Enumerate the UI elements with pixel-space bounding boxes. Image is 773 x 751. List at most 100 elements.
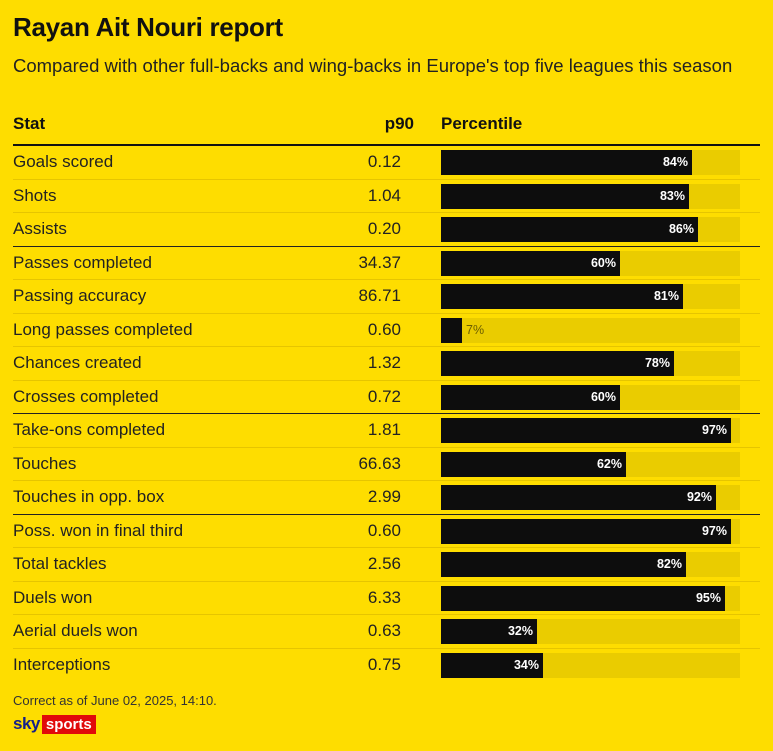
table-body: Goals scored 0.12 84% Shots 1.04 83% Assists 0.… [13, 146, 760, 681]
p90-value: 1.81 [367, 420, 401, 439]
stat-label: Assists [13, 219, 67, 238]
percentile-bar [441, 317, 462, 343]
percentile-track: 34% [441, 652, 740, 678]
percentile-label: 32% [507, 624, 533, 638]
stat-label: Crosses completed [13, 386, 159, 406]
footnote: Correct as of June 02, 2025, 14:10. [13, 693, 217, 708]
table-row: Touches 66.63 62% [13, 448, 760, 481]
p90-value: 66.63 [358, 453, 401, 473]
table-row: Passes completed 34.37 60% [13, 247, 760, 280]
table-header: Stat p90 Percentile [13, 111, 760, 146]
percentile-label: 82% [656, 557, 682, 571]
table-row: Interceptions 0.75 34% [13, 649, 760, 682]
percentile-track: 62% [441, 451, 740, 477]
p90-value: 0.60 [367, 319, 401, 339]
p90-value: 0.60 [367, 520, 401, 540]
percentile-bar [441, 217, 698, 242]
percentile-bar [441, 619, 537, 644]
percentile-label: 81% [653, 289, 679, 303]
sky-sports-logo: sky sports [13, 714, 96, 734]
stat-label: Goals scored [13, 152, 114, 171]
header-stat: Stat [13, 114, 46, 133]
stat-label: Duels won [13, 587, 93, 607]
percentile-bar [441, 418, 731, 443]
percentile-label: 92% [686, 490, 712, 504]
stat-label: Aerial duels won [13, 621, 138, 640]
percentile-track: 81% [441, 284, 740, 309]
percentile-track: 82% [441, 552, 740, 577]
percentile-label: 86% [668, 222, 694, 236]
percentile-label: 60% [590, 389, 616, 404]
p90-value: 2.99 [367, 487, 401, 506]
percentile-bar [441, 652, 543, 678]
stat-label: Passing accuracy [13, 286, 147, 305]
percentile-label: 60% [590, 255, 616, 270]
table-row: Goals scored 0.12 84% [13, 146, 760, 180]
p90-value: 0.75 [367, 654, 401, 674]
p90-value: 34.37 [358, 252, 401, 272]
percentile-track: 86% [441, 217, 740, 242]
p90-value: 0.72 [367, 386, 401, 406]
percentile-track: 32% [441, 619, 740, 644]
table-row: Take-ons completed 1.81 97% [13, 414, 760, 448]
percentile-bar [441, 284, 683, 309]
percentile-label: 84% [662, 155, 688, 169]
table-row: Crosses completed 0.72 60% [13, 381, 760, 414]
percentile-bar [441, 351, 674, 376]
p90-value: 2.56 [367, 554, 401, 573]
percentile-track: 78% [441, 351, 740, 376]
stat-label: Take-ons completed [13, 420, 166, 439]
chart-title: Rayan Ait Nouri report [13, 12, 283, 42]
table-row: Touches in opp. box 2.99 92% [13, 481, 760, 515]
header-percentile: Percentile [441, 114, 523, 133]
stat-label: Passes completed [13, 252, 152, 272]
p90-value: 86.71 [358, 286, 401, 305]
header-p90: p90 [384, 114, 414, 133]
stats-table: Stat p90 Percentile Goals scored 0.12 84% S… [13, 111, 760, 681]
percentile-bar [441, 384, 620, 410]
percentile-bar [441, 150, 692, 175]
percentile-label: 97% [701, 423, 727, 437]
table-row: Shots 1.04 83% [13, 180, 760, 213]
percentile-track: 84% [441, 150, 740, 175]
percentile-track: 60% [441, 384, 740, 410]
percentile-track: 97% [441, 518, 740, 544]
percentile-label: 97% [701, 523, 727, 538]
p90-value: 0.12 [367, 152, 401, 171]
percentile-bar [441, 250, 620, 276]
stat-label: Total tackles [13, 554, 107, 573]
percentile-label: 78% [644, 356, 670, 370]
stat-label: Long passes completed [13, 319, 193, 339]
table-row: Total tackles 2.56 82% [13, 548, 760, 582]
table-row: Passing accuracy 86.71 81% [13, 280, 760, 314]
percentile-track: 97% [441, 418, 740, 443]
logo-sports-text: sports [41, 714, 96, 734]
table-row: Long passes completed 0.60 7% [13, 314, 760, 347]
table-row: Duels won 6.33 95% [13, 582, 760, 615]
percentile-bar [441, 585, 725, 611]
percentile-bar [441, 183, 689, 209]
table-row: Chances created 1.32 78% [13, 347, 760, 381]
table-row: Aerial duels won 0.63 32% [13, 615, 760, 649]
percentile-bar [441, 451, 626, 477]
p90-value: 0.20 [367, 219, 401, 238]
percentile-label: 95% [695, 590, 721, 605]
percentile-track: 60% [441, 250, 740, 276]
percentile-bar [441, 485, 716, 510]
table-row: Assists 0.20 86% [13, 213, 760, 247]
percentile-label: 83% [659, 188, 685, 203]
logo-sky-text: sky [13, 714, 40, 733]
p90-value: 1.04 [367, 185, 401, 205]
stat-label: Touches [13, 453, 77, 473]
stat-label: Touches in opp. box [13, 487, 165, 506]
stat-label: Shots [13, 185, 57, 205]
percentile-label: 62% [596, 456, 622, 471]
chart-subtitle: Compared with other full-backs and wing-… [13, 55, 733, 76]
percentile-track: 95% [441, 585, 740, 611]
stat-label: Interceptions [13, 654, 111, 674]
stat-label: Chances created [13, 353, 142, 372]
percentile-bar [441, 518, 731, 544]
percentile-label: 7% [466, 322, 485, 337]
percentile-label: 34% [513, 657, 539, 672]
p90-value: 6.33 [367, 587, 401, 607]
